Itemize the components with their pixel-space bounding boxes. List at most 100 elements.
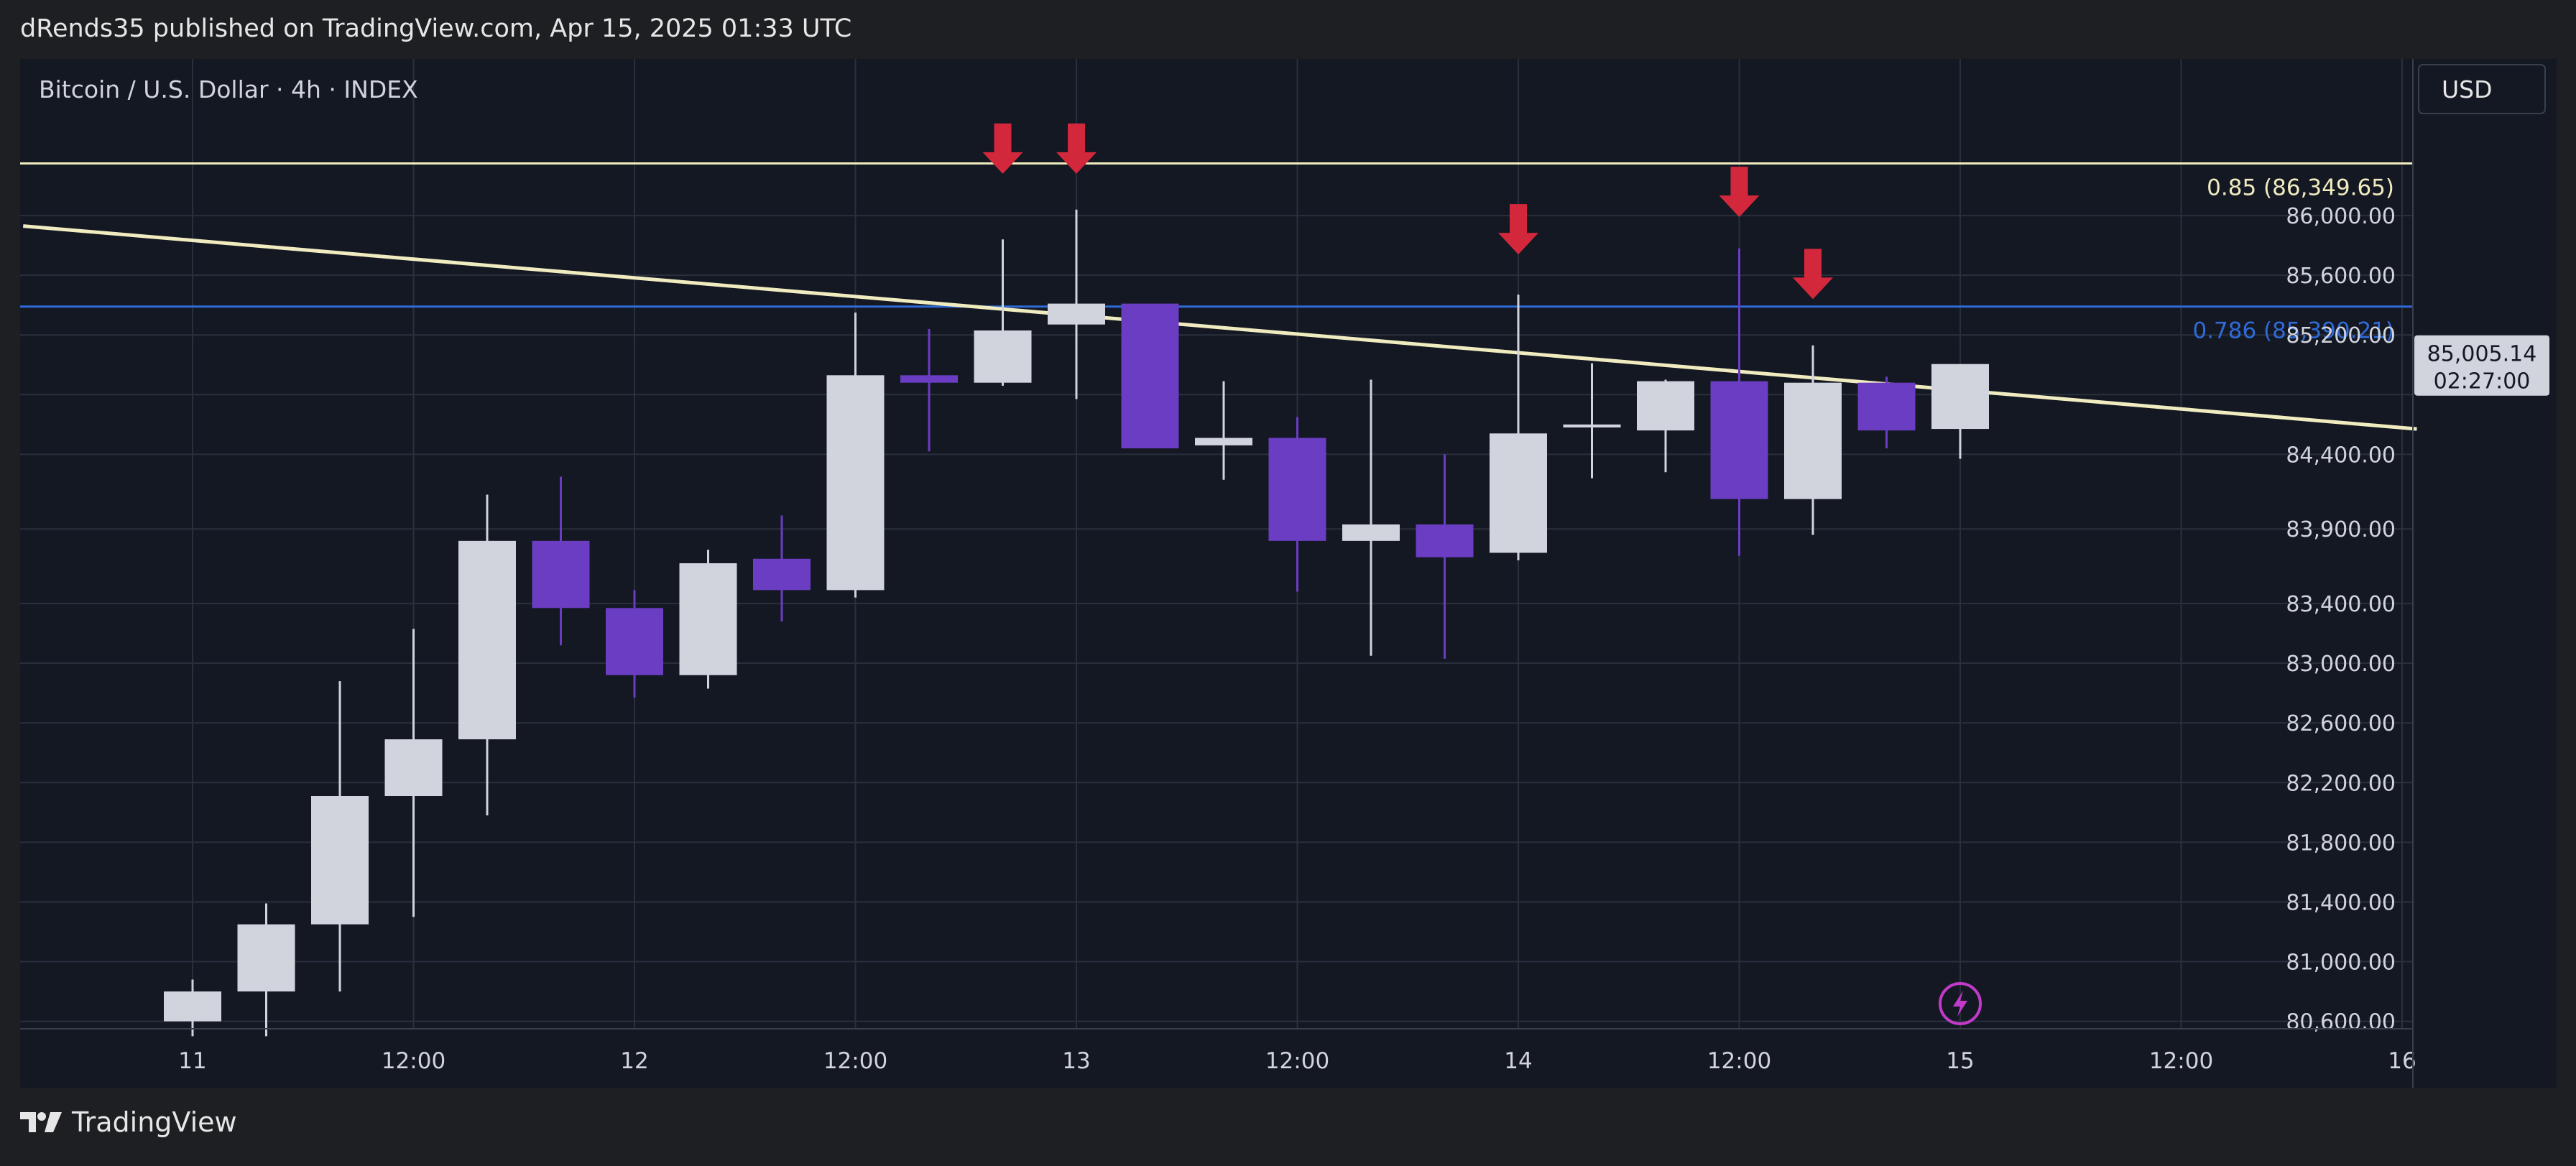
- candle-body: [753, 558, 811, 591]
- candle[interactable]: [1710, 248, 1768, 556]
- axis-layer: 86,000.00 85,600.00 85,200.00 84,400.00 83,9…: [20, 59, 2549, 1088]
- candle[interactable]: [679, 550, 737, 689]
- footer: TradingView: [20, 1106, 237, 1149]
- candle[interactable]: [1268, 417, 1326, 592]
- candle[interactable]: [237, 903, 295, 1037]
- candle-body: [974, 330, 1032, 383]
- y-tick-label: 84,400.00: [2286, 443, 2396, 468]
- candles-layer: [164, 209, 1989, 1037]
- candle-body: [458, 540, 516, 740]
- candle[interactable]: [164, 979, 221, 1037]
- x-tick-label: 15: [1946, 1048, 1974, 1074]
- candle[interactable]: [1490, 295, 1547, 560]
- y-tick-label: 80,600.00: [2286, 1010, 2396, 1035]
- publish-header: dRends35 published on TradingView.com, A…: [0, 0, 2576, 59]
- candle[interactable]: [900, 328, 958, 452]
- candle-body: [1563, 424, 1621, 427]
- x-tick-label: 11: [178, 1048, 206, 1074]
- candle[interactable]: [826, 313, 885, 598]
- candle-body: [384, 739, 443, 796]
- currency-button[interactable]: USD: [2418, 64, 2546, 114]
- candle[interactable]: [1048, 209, 1105, 399]
- tradingview-logo[interactable]: TradingView: [20, 1106, 237, 1138]
- candle[interactable]: [753, 515, 811, 621]
- candle[interactable]: [606, 590, 663, 698]
- candle[interactable]: [1342, 379, 1400, 656]
- level-lines: 0.85 (86,349.65) 0.786 (85,390.21): [20, 162, 2413, 344]
- x-tick-label: 13: [1062, 1048, 1090, 1074]
- y-tick-label: 83,400.00: [2286, 592, 2396, 617]
- fib-level-label: 0.786 (85,390.21): [2192, 318, 2394, 344]
- candle-body: [1857, 382, 1916, 431]
- candle[interactable]: [1857, 376, 1916, 449]
- candle-body: [237, 924, 295, 992]
- candle[interactable]: [1637, 379, 1694, 473]
- candle-body: [1121, 303, 1179, 449]
- candle[interactable]: [311, 681, 369, 992]
- candle[interactable]: [974, 239, 1032, 386]
- chart-frame: [20, 59, 2557, 1088]
- y-tick-label: 86,000.00: [2286, 204, 2396, 229]
- y-tick-label: 81,000.00: [2286, 950, 2396, 976]
- y-tick-label: 82,200.00: [2286, 771, 2396, 796]
- candle-body: [1416, 524, 1474, 557]
- currency-button-label[interactable]: USD: [2442, 75, 2493, 103]
- candle-body: [1268, 438, 1326, 541]
- lightning-circle: [1939, 982, 1982, 1025]
- candle[interactable]: [1195, 381, 1252, 480]
- candle[interactable]: [1416, 454, 1474, 659]
- x-tick-label: 12:00: [1707, 1048, 1771, 1074]
- lightning-icon[interactable]: [1939, 982, 1982, 1025]
- arrow-down-icon: [1719, 167, 1760, 218]
- y-tick-label: 81,800.00: [2286, 830, 2396, 856]
- candle-body: [606, 608, 663, 675]
- candle[interactable]: [1563, 363, 1621, 478]
- last-price-value: 85,005.14: [2427, 342, 2537, 367]
- arrows-layer: [982, 123, 1833, 300]
- tradingview-logo-icon: [20, 1112, 62, 1132]
- candle-body: [532, 540, 590, 609]
- candle-body: [1195, 438, 1252, 445]
- candle[interactable]: [1784, 345, 1842, 535]
- trendline-layer: [23, 224, 2417, 431]
- chart-title: Bitcoin / U.S. Dollar · 4h · INDEX: [39, 75, 418, 103]
- candle[interactable]: [384, 629, 443, 917]
- arrow-down-icon: [1498, 204, 1538, 255]
- x-tick-label: 14: [1504, 1048, 1532, 1074]
- candle-body: [1710, 381, 1768, 499]
- candle-body: [826, 375, 885, 591]
- marker-layer: [1939, 982, 1982, 1025]
- x-tick-label: 12:00: [2149, 1048, 2213, 1074]
- candle[interactable]: [532, 476, 590, 646]
- candle-body: [1784, 382, 1842, 499]
- y-tick-label: 81,400.00: [2286, 890, 2396, 915]
- candle[interactable]: [1931, 364, 1989, 459]
- last-price-countdown: 02:27:00: [2434, 369, 2531, 394]
- last-price-bg: [2414, 335, 2549, 396]
- candle-body: [1342, 524, 1400, 541]
- lightning-bolt: [1953, 991, 1967, 1017]
- trendline: [23, 224, 2417, 431]
- x-tick-label: 12: [620, 1048, 648, 1074]
- candle[interactable]: [1121, 303, 1179, 449]
- candle-body: [1048, 303, 1105, 325]
- candle-body: [1637, 381, 1694, 431]
- publish-info: dRends35 published on TradingView.com, A…: [20, 14, 852, 43]
- candle-body: [1931, 364, 1989, 430]
- x-tick-label: 16: [2388, 1048, 2416, 1074]
- candle[interactable]: [458, 494, 516, 815]
- grid-lines: [20, 59, 2413, 1029]
- candle-body: [900, 375, 958, 383]
- fib-level-label: 0.85 (86,349.65): [2207, 175, 2394, 200]
- arrow-down-icon: [982, 123, 1023, 174]
- y-tick-label: 82,600.00: [2286, 711, 2396, 736]
- x-tick-label: 12:00: [823, 1048, 887, 1074]
- x-tick-label: 12:00: [1265, 1048, 1329, 1074]
- y-tick-label: 85,600.00: [2286, 264, 2396, 289]
- candle-body: [164, 991, 221, 1022]
- y-tick-label: 83,000.00: [2286, 652, 2396, 677]
- x-tick-label: 12:00: [382, 1048, 446, 1074]
- y-tick-label: 85,200.00: [2286, 323, 2396, 348]
- candlestick-chart[interactable]: 0.85 (86,349.65) 0.786 (85,390.21) 86,000…: [20, 59, 2557, 1088]
